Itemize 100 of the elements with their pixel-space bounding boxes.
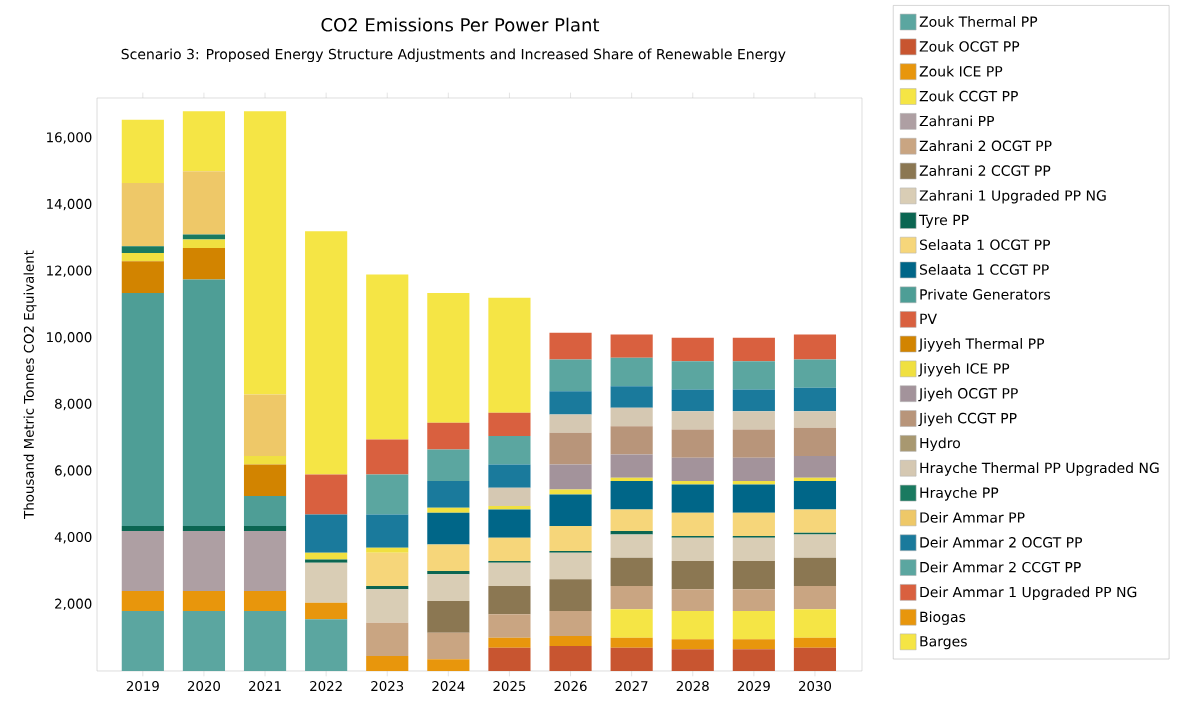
bar (243, 531, 287, 592)
x-tick-label: 2025 (493, 681, 526, 692)
legend-label: Tyre PP (919, 214, 969, 228)
bar (182, 171, 226, 235)
bar (732, 484, 775, 513)
legend-label: Jiyyeh ICE PP (918, 362, 1010, 377)
bar (549, 489, 592, 495)
bar (488, 637, 531, 648)
bar (121, 591, 164, 612)
bar (732, 457, 775, 482)
bar (671, 589, 714, 612)
bar (427, 481, 470, 508)
legend-label: Zouk ICE PP (919, 65, 1003, 77)
bar (366, 514, 409, 548)
bar (488, 506, 531, 510)
bar (366, 552, 409, 587)
bar (488, 412, 531, 437)
bar (732, 429, 775, 458)
legend-label: Private Generators (920, 288, 1050, 300)
bar (427, 632, 470, 660)
bar (671, 537, 714, 562)
y-tick-label: 10,000 (47, 332, 92, 344)
bar (182, 526, 226, 532)
bar (610, 357, 653, 387)
bar (732, 611, 775, 640)
bar (366, 274, 409, 440)
y-tick-label: 6,000 (55, 465, 92, 477)
bar (182, 234, 226, 240)
bar (121, 246, 164, 253)
bar (427, 574, 470, 602)
bar (793, 334, 837, 360)
bar (793, 387, 837, 412)
bar (366, 589, 409, 623)
bar (182, 531, 226, 592)
bar (121, 526, 164, 532)
bar (549, 391, 592, 415)
bar (121, 252, 164, 262)
bar (671, 649, 714, 671)
bar (610, 637, 653, 648)
bar (793, 509, 837, 533)
bar (182, 247, 226, 280)
bar (610, 477, 653, 482)
bar (732, 481, 775, 485)
bar (182, 279, 226, 527)
bar (793, 477, 837, 482)
y-axis-title: Thousand Metric Tonnes CO2 Equivalent (23, 250, 37, 519)
bar (305, 619, 348, 671)
bar (610, 531, 653, 535)
x-tick-label: 2024 (432, 681, 465, 692)
bar (243, 111, 287, 395)
bar (427, 422, 470, 450)
bar (671, 411, 714, 430)
bar (427, 659, 470, 671)
legend-label: PV (920, 313, 937, 324)
bar (793, 647, 837, 671)
bar (488, 614, 531, 638)
x-tick-label: 2019 (126, 681, 159, 692)
legend-label: Zahrani PP (919, 115, 995, 127)
legend-label: Selaata 1 OCGT PP (919, 239, 1051, 251)
bar (610, 481, 653, 510)
legend-label: Jiyyeh Thermal PP (918, 338, 1045, 352)
bar (488, 487, 531, 507)
bar (732, 361, 775, 390)
bar (427, 601, 470, 633)
bar (305, 602, 348, 620)
bar (488, 436, 531, 465)
bar (793, 427, 837, 457)
bar (182, 611, 226, 671)
legend-label: Zahrani 1 Upgraded PP NG (919, 189, 1106, 204)
bar (610, 386, 653, 408)
y-tick-label: 4,000 (54, 531, 92, 544)
bar (732, 411, 775, 430)
legend-label: Deir Ammar 2 CCGT PP (920, 561, 1081, 573)
chart-title: CO2 Emissions Per Power Plant (321, 17, 600, 32)
bar (549, 646, 592, 671)
bar (793, 481, 837, 510)
bar (732, 589, 775, 612)
bar (671, 361, 714, 390)
bar (427, 571, 470, 575)
legend-label: Deir Ammar 2 OCGT PP (920, 536, 1083, 548)
bar (671, 484, 714, 513)
bar (243, 464, 287, 497)
bar (610, 586, 653, 610)
x-tick-label: 2029 (737, 681, 770, 692)
bar (182, 239, 226, 248)
bar (671, 639, 714, 650)
bar (488, 562, 531, 587)
bar (793, 456, 837, 478)
bar (305, 552, 348, 560)
legend-label: Jiyeh OCGT PP (918, 387, 1018, 402)
bar (610, 407, 653, 427)
bar (305, 562, 348, 603)
bar (549, 611, 592, 636)
bar (671, 337, 714, 362)
bar (671, 481, 714, 485)
bar (610, 534, 653, 558)
bar (671, 429, 714, 458)
bar (427, 292, 470, 423)
bar (610, 426, 653, 455)
bar (549, 414, 592, 433)
